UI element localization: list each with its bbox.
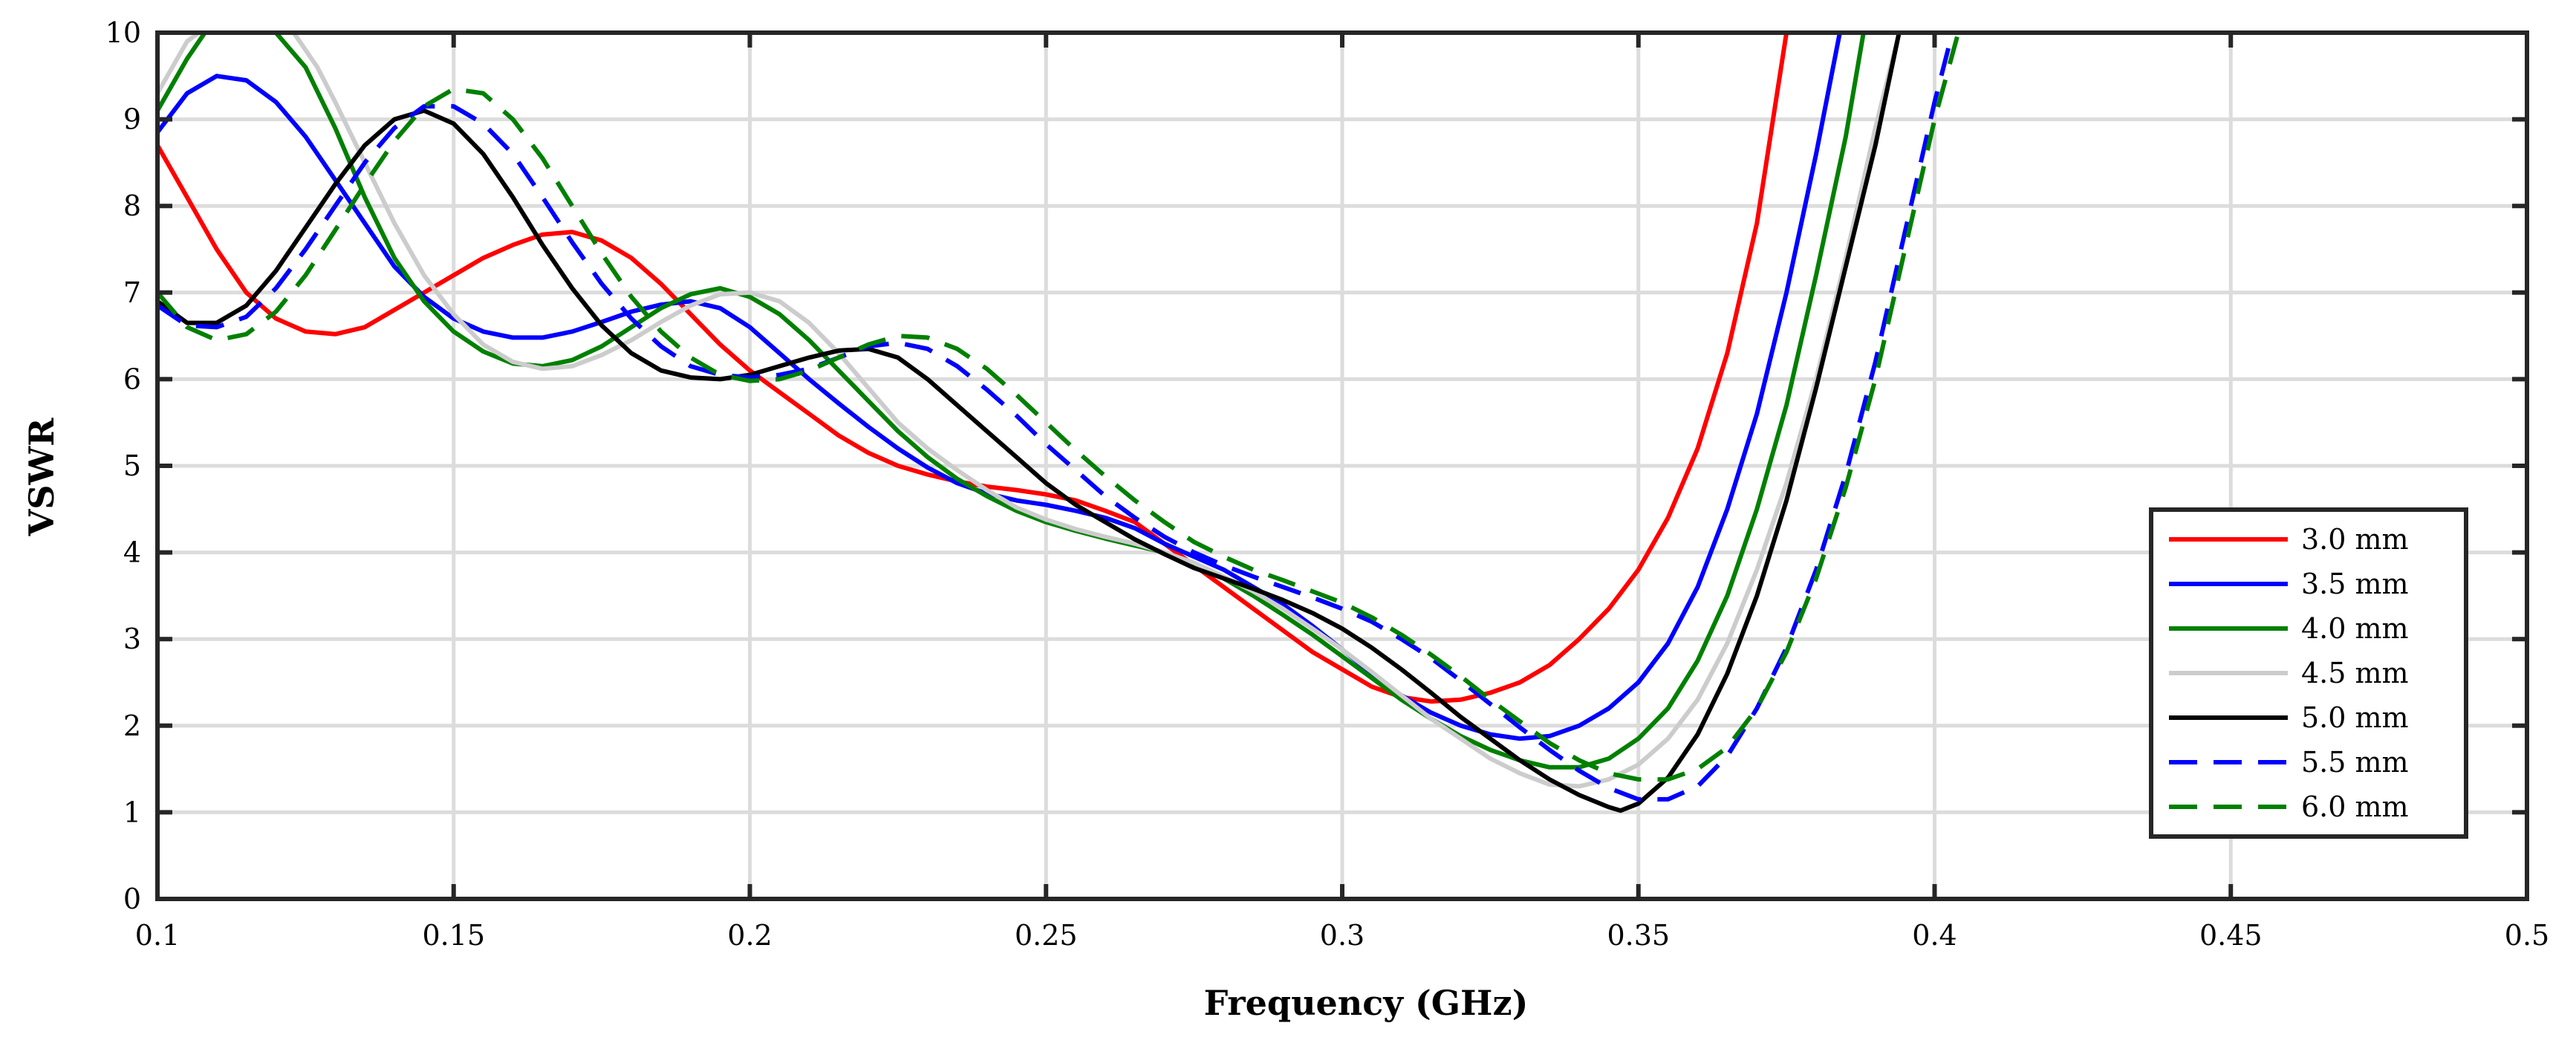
axes [155, 30, 2529, 901]
series-line-4-0-mm [155, 30, 1866, 770]
legend-label-2: 4.0 mm [2301, 612, 2409, 645]
x-axis-label: Frequency (GHz) [1204, 983, 1529, 1023]
legend-label-1: 3.5 mm [2301, 568, 2409, 600]
legend-label-5: 5.5 mm [2301, 746, 2409, 779]
series-line-5-0-mm [156, 32, 1902, 813]
series-line-3-0-mm [155, 32, 1789, 704]
y-axis-label: VSWR [22, 418, 62, 537]
legend-label-3: 4.5 mm [2301, 657, 2409, 689]
y-tick-label-10: 10 [105, 16, 141, 49]
tick-labels: 0.1 0.15 0.2 0.25 0.3 0.35 0.4 0.45 0.5 0 1 2 3 4 5 6 7 8… [105, 16, 2550, 952]
y-tick-label-9: 9 [123, 103, 141, 136]
legend-label-4: 5.0 mm [2301, 701, 2409, 734]
x-tick-label-6: 0.4 [1912, 919, 1957, 952]
y-tick-label-4: 4 [123, 536, 141, 569]
x-tick-label-1: 0.15 [422, 919, 485, 952]
y-tick-label-7: 7 [123, 276, 141, 309]
y-tick-label-8: 8 [123, 189, 141, 222]
x-tick-label-0: 0.1 [135, 919, 180, 952]
grid [155, 30, 2529, 901]
legend: 3.0 mm 3.5 mm 4.0 mm 4.5 mm 5.0 mm 5.5 mm 6.0 … [2149, 507, 2468, 839]
y-tick-label-5: 5 [123, 449, 141, 482]
x-tick-label-8: 0.5 [2505, 919, 2549, 952]
y-tick-label-2: 2 [123, 709, 141, 742]
x-tick-label-7: 0.45 [2199, 919, 2263, 952]
y-tick-label-1: 1 [123, 796, 141, 828]
y-tick-label-0: 0 [123, 883, 141, 915]
legend-label-0: 3.0 mm [2301, 523, 2409, 556]
series-line-5-5-mm [156, 32, 1955, 802]
x-tick-label-4: 0.3 [1320, 919, 1365, 952]
series-line-6-0-mm [155, 32, 1961, 782]
y-tick-label-6: 6 [123, 363, 141, 395]
y-tick-label-3: 3 [123, 623, 141, 655]
x-tick-label-3: 0.25 [1015, 919, 1078, 952]
x-tick-label-5: 0.35 [1607, 919, 1670, 952]
x-tick-label-2: 0.2 [727, 919, 772, 952]
legend-label-6: 6.0 mm [2301, 790, 2409, 823]
series-lines [155, 30, 1961, 813]
